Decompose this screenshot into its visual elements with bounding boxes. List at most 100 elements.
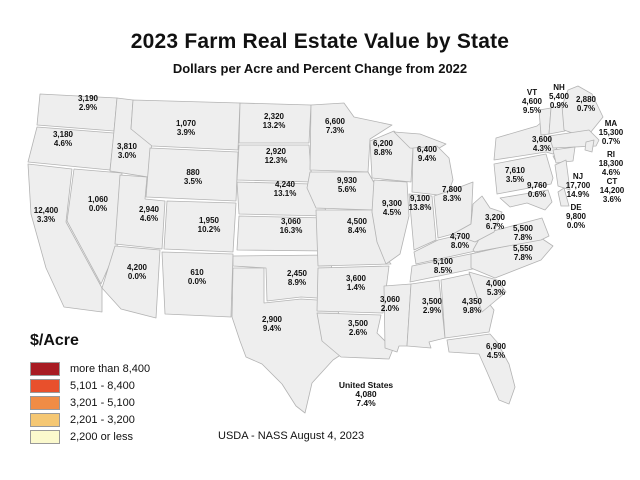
- legend-item: 3,201 - 5,100: [30, 394, 200, 411]
- state-label-va: 5,500 7.8%: [513, 224, 534, 242]
- state-shape-nj: [554, 159, 571, 191]
- state-shape-fl: [446, 333, 516, 405]
- legend-item: 5,101 - 8,400: [30, 377, 200, 394]
- state-shape-mi-up: [393, 131, 447, 151]
- state-label-la: 3,500 2.6%: [348, 319, 369, 337]
- page-title: 2023 Farm Real Estate Value by State: [130, 30, 510, 53]
- legend-label: 5,101 - 8,400: [70, 379, 135, 392]
- page-subtitle: Dollars per Acre and Percent Change from…: [172, 61, 468, 76]
- state-label-me: 2,880 0.7%: [576, 95, 597, 113]
- legend-item: more than 8,400: [30, 360, 200, 377]
- state-label-mo: 4,500 8.4%: [347, 217, 368, 235]
- state-shape-az: [101, 245, 161, 319]
- state-label-il: 9,300 4.5%: [382, 199, 403, 217]
- state-shape-mi-lp: [411, 145, 454, 197]
- state-label-wa: 3,190 2.9%: [78, 94, 99, 112]
- state-label-nm: 610 0.0%: [188, 268, 206, 286]
- state-label-in: 9,100 13.8%: [409, 194, 432, 212]
- state-shape-wi: [369, 130, 414, 183]
- state-label-ma: MA 15,300 0.7%: [599, 119, 624, 146]
- state-label-pa: 7,610 3.5%: [505, 166, 526, 184]
- state-label-ct: CT 14,200 3.6%: [600, 177, 625, 204]
- legend-label: 2,200 or less: [70, 430, 133, 443]
- state-label-md: 9,760 0.6%: [527, 181, 548, 199]
- us-summary-label: United States: [338, 380, 394, 390]
- source-note: USDA - NASS August 4, 2023: [218, 430, 365, 442]
- legend-swatch-darkest: [30, 361, 60, 376]
- state-shape-ca: [27, 163, 103, 313]
- state-label-nd: 2,320 13.2%: [263, 112, 286, 130]
- state-label-mi: 6,400 9.4%: [417, 145, 438, 163]
- map-legend: $/Acre more than 8,400 5,101 - 8,400 3,2…: [30, 332, 200, 445]
- state-label-ia: 9,930 5.6%: [337, 176, 358, 194]
- state-shape-de: [557, 187, 570, 207]
- state-shape-ri: [584, 139, 595, 153]
- legend-item: 2,200 or less: [30, 428, 200, 445]
- legend-label: more than 8,400: [70, 362, 151, 375]
- state-label-ky: 4,700 8.0%: [450, 232, 471, 250]
- legend-swatch-red: [30, 378, 60, 393]
- state-shape-me: [561, 85, 604, 139]
- state-label-fl: 6,900 4.5%: [486, 342, 507, 360]
- legend-label: 2,201 - 3,200: [70, 413, 135, 426]
- state-label-mn: 6,600 7.3%: [325, 117, 346, 135]
- state-label-al: 3,500 2.9%: [422, 297, 443, 315]
- us-summary-change: 7.4%: [356, 398, 376, 408]
- state-label-ny: 3,600 4.3%: [532, 135, 553, 153]
- state-shape-nh: [548, 104, 566, 135]
- state-shape-co: [163, 200, 237, 253]
- state-label-ok: 2,450 8.9%: [287, 269, 308, 287]
- state-label-ne: 4,240 13.1%: [274, 180, 297, 198]
- state-label-nh: NH 5,400 0.9%: [549, 83, 570, 110]
- legend-swatch-orange: [30, 395, 60, 410]
- state-shape-md: [499, 189, 553, 211]
- state-label-ar: 3,600 1.4%: [346, 274, 367, 292]
- state-shape-la: [316, 312, 394, 360]
- state-shape-wy: [145, 147, 239, 202]
- legend-swatch-tan: [30, 412, 60, 427]
- state-shapes: [27, 85, 604, 414]
- state-shape-nd: [238, 102, 312, 144]
- state-label-nv: 1,060 0.0%: [88, 195, 109, 213]
- legend-swatch-paleyellow: [30, 429, 60, 444]
- state-label-ks: 3,060 16.3%: [280, 217, 303, 235]
- state-label-nj: NJ 17,700 14.9%: [566, 172, 591, 199]
- state-label-ri: RI 18,300 4.6%: [599, 150, 624, 177]
- state-shape-sc: [468, 271, 507, 313]
- state-label-wv: 3,200 6.7%: [485, 213, 506, 231]
- state-shape-il: [371, 179, 410, 265]
- state-label-tx: 2,900 9.4%: [262, 315, 283, 333]
- state-shape-in: [408, 193, 437, 251]
- state-label-de: DE 9,800 0.0%: [566, 203, 587, 230]
- state-shape-ar: [316, 265, 390, 314]
- state-label-co: 1,950 10.2%: [198, 216, 221, 234]
- legend-title: $/Acre: [30, 332, 79, 349]
- state-label-wy: 880 3.5%: [184, 168, 202, 186]
- state-label-ms: 3,060 2.0%: [380, 295, 401, 313]
- state-label-wi: 6,200 8.8%: [373, 139, 394, 157]
- state-label-nc: 5,550 7.8%: [513, 244, 534, 262]
- state-shape-ct: [552, 146, 576, 164]
- state-shape-mt: [130, 99, 241, 151]
- state-shape-ga: [440, 273, 495, 339]
- state-label-or: 3,180 4.6%: [53, 130, 74, 148]
- state-shape-al: [406, 279, 446, 349]
- us-summary: United States 4,080 7.4%: [316, 381, 416, 408]
- state-shape-pa: [493, 153, 554, 195]
- state-shape-wv: [452, 195, 503, 243]
- state-label-vt: VT 4,600 9.5%: [522, 88, 543, 115]
- state-labels: 3,190 2.9%3,180 4.6% 12,400 3.3% 1,060 0.0% 3,8…: [34, 83, 625, 360]
- legend-item: 2,201 - 3,200: [30, 411, 200, 428]
- us-summary-value: 4,080: [355, 389, 377, 399]
- state-label-ut: 2,940 4.6%: [139, 205, 160, 223]
- state-label-tn: 5,100 8.5%: [433, 257, 454, 275]
- state-label-ca: 12,400 3.3%: [34, 206, 59, 224]
- state-shape-mn: [309, 102, 393, 173]
- state-label-ga: 4,350 9.8%: [462, 297, 483, 315]
- legend-label: 3,201 - 5,100: [70, 396, 135, 409]
- state-label-mt: 1,070 3.9%: [176, 119, 197, 137]
- state-label-sc: 4,000 5.3%: [486, 279, 507, 297]
- state-label-sd: 2,920 12.3%: [265, 147, 288, 165]
